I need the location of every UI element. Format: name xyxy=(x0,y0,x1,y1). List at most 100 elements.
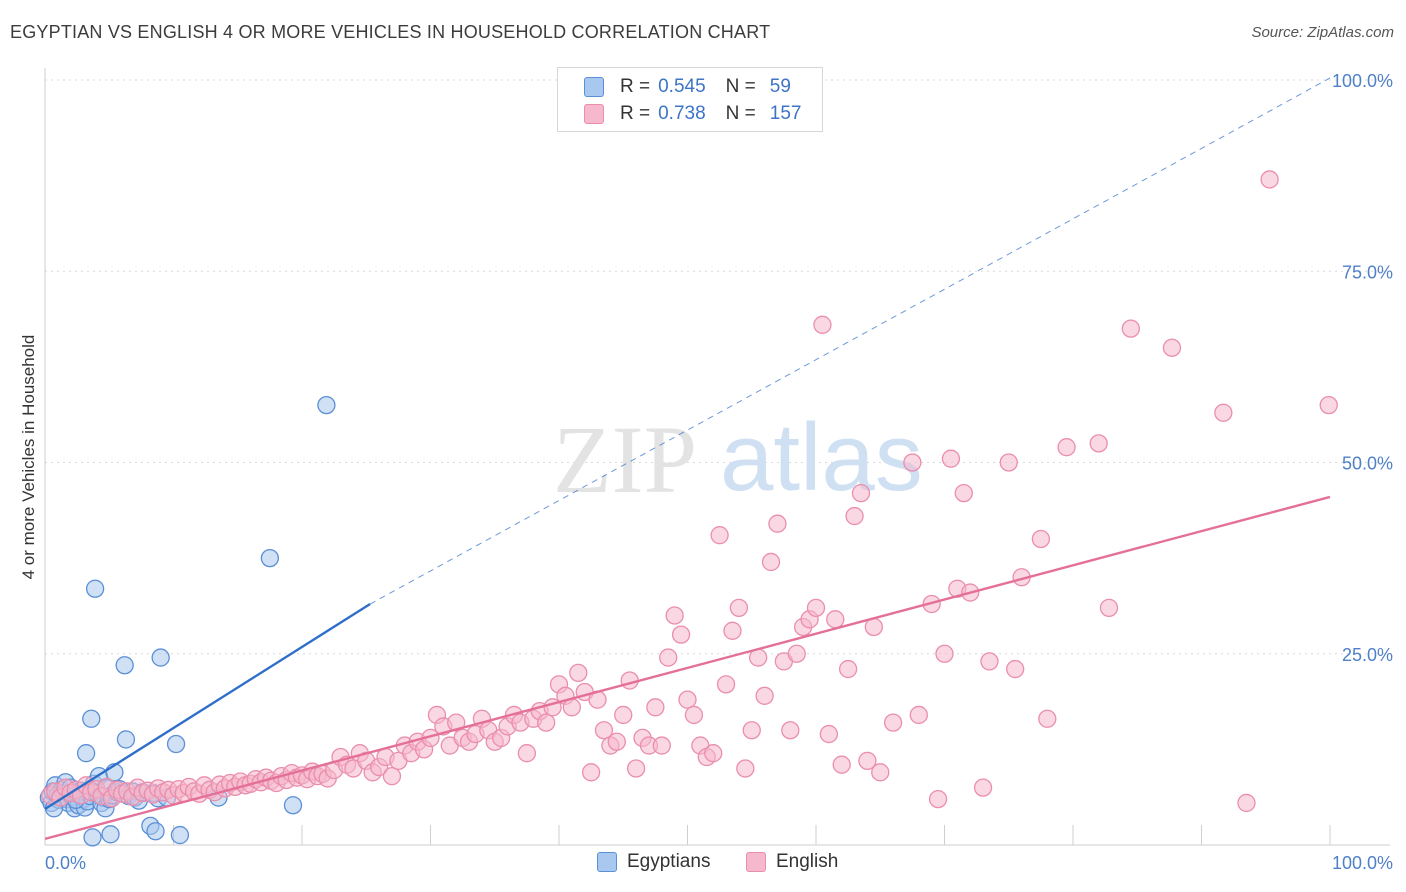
egyptians-point xyxy=(317,395,336,415)
n-value: 157 xyxy=(769,103,802,124)
english-point xyxy=(569,663,588,683)
english-point xyxy=(781,721,800,740)
english-point xyxy=(1214,403,1233,422)
english-point xyxy=(883,713,903,732)
legend-row-english: R = 0.738 N = 157 xyxy=(558,100,801,128)
english-point xyxy=(382,767,402,786)
english-trend-line xyxy=(44,495,1331,841)
english-point xyxy=(871,763,890,782)
egyptians-point xyxy=(82,709,101,728)
chart-title: EGYPTIAN VS ENGLISH 4 OR MORE VEHICLES I… xyxy=(10,22,771,42)
english-point xyxy=(614,705,633,725)
egyptians-point xyxy=(166,734,186,754)
english-point xyxy=(755,686,774,705)
english-point xyxy=(1162,338,1182,357)
chart-source: Source: ZipAtlas.com xyxy=(1251,24,1394,41)
legend-item-egyptians[interactable]: Egyptians xyxy=(597,851,710,873)
english-point xyxy=(838,659,858,679)
english-point xyxy=(832,755,851,774)
english-point xyxy=(1031,529,1051,549)
english-point xyxy=(678,690,697,709)
english-point xyxy=(1057,438,1076,457)
egyptians-point xyxy=(83,828,102,847)
egyptians-legend-label: Egyptians xyxy=(627,851,711,872)
english-point xyxy=(607,732,626,751)
r-value: 0.738 xyxy=(658,103,706,124)
egyptians-swatch xyxy=(584,77,604,97)
english-point xyxy=(858,751,877,770)
english-point xyxy=(1260,170,1279,189)
x-tick-label: 0.0% xyxy=(45,853,86,873)
axes xyxy=(44,68,1390,846)
english-point xyxy=(684,705,704,725)
english-point xyxy=(710,526,729,545)
english-point xyxy=(813,315,832,334)
y-tick-label: 50.0% xyxy=(1342,454,1393,474)
english-point xyxy=(768,514,787,533)
egyptians-point xyxy=(151,648,170,667)
english-point xyxy=(1089,434,1108,453)
english-point xyxy=(761,552,781,572)
y-axis-label: 4 or more Vehicles in Household xyxy=(19,335,38,580)
english-point xyxy=(594,721,614,740)
english-point xyxy=(665,606,684,625)
english-point xyxy=(826,610,845,629)
english-point xyxy=(716,675,736,694)
english-point xyxy=(517,744,537,763)
watermark: ZIP atlas xyxy=(553,404,923,513)
egyptians-point xyxy=(116,730,136,749)
english-point xyxy=(1319,395,1338,415)
english-point xyxy=(819,724,838,744)
egyptians-point xyxy=(260,548,280,568)
n-label: N = xyxy=(725,76,756,97)
grid-lines xyxy=(45,79,1390,655)
english-point xyxy=(646,698,665,717)
egyptians-point xyxy=(115,656,134,675)
egyptians-legend-swatch xyxy=(597,852,617,872)
english-point xyxy=(973,778,993,797)
english-point xyxy=(928,789,948,809)
watermark-zip: ZIP xyxy=(553,406,697,513)
egyptians-trend-line xyxy=(44,603,371,811)
english-point xyxy=(704,744,723,763)
english-point xyxy=(447,713,466,732)
english-point xyxy=(1006,659,1025,679)
english-point xyxy=(941,449,961,468)
english-point xyxy=(581,763,601,782)
r-label: R = xyxy=(620,103,651,124)
series-english-points xyxy=(40,170,1338,813)
trend-lines xyxy=(44,77,1331,841)
n-label: N = xyxy=(725,103,756,124)
egyptians-point xyxy=(76,744,96,763)
english-point xyxy=(909,705,928,725)
english-point xyxy=(851,483,871,503)
english-point xyxy=(787,644,806,663)
r-label: R = xyxy=(620,76,651,97)
english-point xyxy=(671,625,691,644)
english-point xyxy=(659,648,678,667)
egyptians-trend-extension xyxy=(369,77,1331,605)
english-point xyxy=(1038,709,1057,728)
english-point xyxy=(626,759,646,778)
english-point xyxy=(736,759,755,778)
english-point xyxy=(806,598,826,617)
legend-item-english[interactable]: English xyxy=(746,851,838,873)
egyptians-point xyxy=(170,825,190,845)
english-point xyxy=(537,713,556,732)
egyptians-point xyxy=(101,825,120,844)
english-point xyxy=(652,736,671,755)
english-swatch xyxy=(584,104,604,124)
y-tick-label: 100.0% xyxy=(1332,71,1393,91)
english-point xyxy=(729,598,749,617)
egyptians-point xyxy=(283,796,303,815)
legend-row-egyptians: R = 0.545 N = 59 xyxy=(558,73,791,101)
english-point xyxy=(954,483,973,503)
english-point xyxy=(1121,319,1140,338)
english-point xyxy=(980,652,999,671)
egyptians-point xyxy=(85,579,105,598)
y-tick-label: 25.0% xyxy=(1342,645,1393,665)
stats-legend: R = 0.545 N = 59 R = 0.738 N = 157 xyxy=(557,67,823,132)
english-point xyxy=(845,506,864,526)
r-value: 0.545 xyxy=(658,76,706,97)
